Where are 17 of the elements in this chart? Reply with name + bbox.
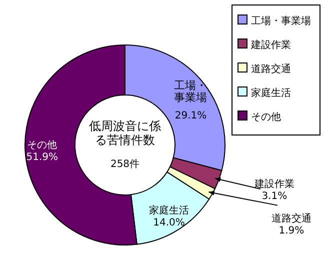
- slice-label: その他: [27, 138, 58, 151]
- legend-label: 家庭生活: [251, 87, 291, 99]
- slice-label: 家庭生活: [149, 204, 190, 216]
- text: 低周波音に係る苦情件数: [88, 119, 162, 147]
- legend-label: 建設作業: [250, 39, 291, 51]
- legend-label: 道路交通: [251, 63, 291, 75]
- slice-label: 道路交通: [271, 212, 312, 224]
- legend-label: その他: [251, 111, 281, 123]
- data-label: 29.1%: [174, 110, 207, 122]
- slice-label: 建設作業: [253, 178, 294, 190]
- data-label: 1.9%: [278, 225, 304, 236]
- text: 258件: [110, 159, 140, 170]
- data-label: 51.9%: [26, 152, 58, 163]
- data-label: 3.1%: [262, 190, 288, 202]
- legend-label: 工場・事業場: [251, 15, 311, 27]
- data-label: 14.0%: [153, 217, 185, 228]
- slice-label: 工場・事業場: [173, 79, 208, 104]
